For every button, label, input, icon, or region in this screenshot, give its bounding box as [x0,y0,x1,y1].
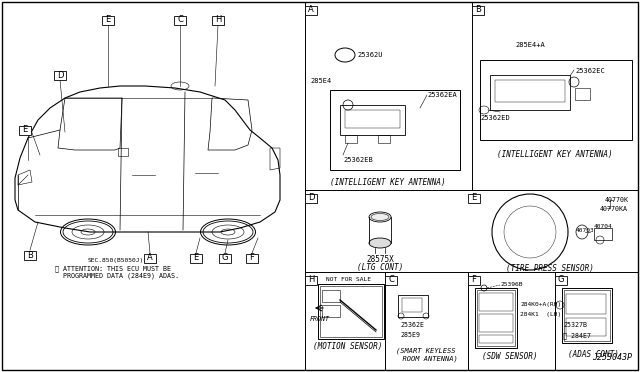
Bar [118,148,128,156]
Text: 284K0+A(RH): 284K0+A(RH) [520,302,561,307]
Bar [144,253,156,263]
Text: NOT FOR SALE: NOT FOR SALE [326,277,371,282]
Text: E: E [472,193,477,202]
Bar [174,16,186,25]
Text: 25362EB: 25362EB [343,157,372,163]
Text: 285E4: 285E4 [310,78,332,84]
Bar [330,90,460,170]
Text: (MOTION SENSOR): (MOTION SENSOR) [314,342,383,351]
Bar [322,305,340,317]
Text: C: C [388,276,394,285]
Text: (INTELLIGENT KEY ANTENNA): (INTELLIGENT KEY ANTENNA) [330,178,446,187]
Bar [212,16,224,25]
Bar [490,75,570,110]
Bar [566,294,606,314]
Bar [594,228,612,240]
Text: 25362U: 25362U [357,52,383,58]
Bar [564,290,610,341]
Text: 25327B: 25327B [563,322,587,328]
Bar [19,125,31,135]
Bar [385,276,397,285]
Text: E: E [22,125,28,135]
Text: A: A [308,6,314,15]
Text: 285E4+A: 285E4+A [515,42,545,48]
Bar [477,290,515,346]
Text: A: A [147,253,153,263]
Bar [566,318,606,336]
Text: (ADAS CONT): (ADAS CONT) [568,350,618,359]
Text: H: H [215,16,221,25]
Text: J253043P: J253043P [592,353,632,362]
Bar [575,88,590,100]
Text: H: H [308,276,314,285]
Bar [54,71,66,80]
Text: (SMART KEYLESS
  ROOM ANTENNA): (SMART KEYLESS ROOM ANTENNA) [394,348,458,362]
Text: (LTG CONT): (LTG CONT) [357,263,403,272]
Bar [495,80,565,102]
Text: 28575X: 28575X [366,255,394,264]
Bar [398,295,428,317]
Text: 40703: 40703 [576,228,595,233]
Bar [322,290,340,302]
Bar [102,16,114,25]
Bar [402,298,422,312]
Text: E: E [193,253,198,263]
Text: 40704: 40704 [594,224,612,229]
Ellipse shape [200,219,255,245]
Bar [345,135,357,143]
Text: 285E9: 285E9 [400,332,420,338]
Bar [479,314,513,332]
Text: C: C [177,16,183,25]
Bar [468,193,480,202]
Text: 25362EA: 25362EA [427,92,457,98]
Text: 25396B: 25396B [500,282,522,287]
Ellipse shape [371,214,389,221]
Bar [378,135,390,143]
Text: E: E [106,16,111,25]
Bar [472,6,484,15]
Text: G: G [221,253,228,263]
Text: D: D [308,193,314,202]
Text: SEC.850(B5050J): SEC.850(B5050J) [88,258,144,263]
Text: F: F [250,253,255,263]
Text: F: F [472,276,476,285]
Text: (SDW SENSOR): (SDW SENSOR) [483,352,538,361]
Text: FRONT: FRONT [310,316,330,322]
Text: ※ 284E7: ※ 284E7 [563,332,591,339]
Text: ※ ATTENTION: THIS ECU MUST BE
  PROGRAMMED DATA (284E9) ADAS.: ※ ATTENTION: THIS ECU MUST BE PROGRAMMED… [55,265,179,279]
Bar [562,288,612,343]
Text: B: B [475,6,481,15]
Bar [475,288,517,348]
Bar [480,60,632,140]
Text: (TIRE PRESS SENSOR): (TIRE PRESS SENSOR) [506,264,594,273]
Bar [305,276,317,285]
Text: 40770KA: 40770KA [600,206,628,212]
Text: B: B [27,250,33,260]
Bar [305,6,317,15]
Ellipse shape [61,219,115,245]
Bar [318,284,384,339]
Bar [190,253,202,263]
Bar [479,293,513,311]
Text: D: D [57,71,63,80]
Text: 25362E: 25362E [400,322,424,328]
Bar [468,276,480,285]
Bar [555,276,567,285]
Bar [305,193,317,202]
Bar [246,253,258,263]
Bar [24,250,36,260]
Ellipse shape [369,238,391,248]
Bar [345,110,400,128]
Text: G: G [557,276,564,285]
Text: 25362ED: 25362ED [480,115,509,121]
Bar [219,253,231,263]
Text: 284K1  (LH): 284K1 (LH) [520,312,561,317]
Text: 40770K: 40770K [605,197,629,203]
Bar [320,286,382,337]
Text: (INTELLIGENT KEY ANTENNA): (INTELLIGENT KEY ANTENNA) [497,150,613,159]
Bar [479,335,513,343]
Bar [340,105,405,135]
Text: 25362EC: 25362EC [575,68,605,74]
